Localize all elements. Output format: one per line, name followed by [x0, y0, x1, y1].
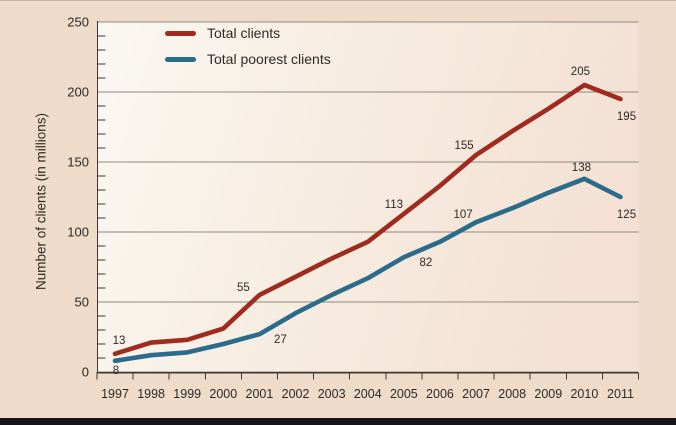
ytick-label-100: 100 — [67, 225, 89, 240]
xtick-label-2001: 2001 — [246, 387, 274, 401]
ytick-label-150: 150 — [67, 155, 89, 170]
plot-area — [97, 22, 639, 373]
ytick-label-200: 200 — [67, 85, 89, 100]
xtick-label-2003: 2003 — [318, 387, 346, 401]
legend-label-total-clients: Total clients — [207, 25, 281, 41]
data-line-total-clients — [112, 82, 623, 357]
point-label-2005-82: 82 — [419, 257, 432, 269]
bottom-border-bar — [0, 418, 676, 425]
point-label-2011-195: 195 — [617, 111, 636, 123]
total-clients-line-swatch — [165, 30, 196, 36]
xtick-label-1999: 1999 — [173, 387, 201, 401]
point-label-2010-205: 205 — [571, 66, 590, 78]
ytick-label-0: 0 — [82, 365, 89, 380]
xtick-label-2004: 2004 — [354, 387, 382, 401]
xtick-label-2005: 2005 — [390, 387, 418, 401]
point-label-2001-55: 55 — [237, 282, 250, 294]
legend-item-total-clients: Total clients — [165, 20, 331, 46]
xtick-label-1998: 1998 — [137, 387, 165, 401]
xtick-label-2010: 2010 — [570, 387, 598, 401]
xtick-label-2000: 2000 — [209, 387, 237, 401]
point-label-2005-113: 113 — [385, 199, 403, 211]
legend-item-total-poorest-clients: Total poorest clients — [165, 46, 331, 72]
xtick-label-1997: 1997 — [101, 387, 129, 401]
data-line-total-poorest-clients — [112, 176, 623, 364]
xtick-label-2009: 2009 — [534, 387, 562, 401]
point-label-2007-107: 107 — [453, 209, 472, 221]
point-label-1997-8: 8 — [113, 365, 119, 377]
total-poorest-clients-line-swatch — [165, 56, 196, 62]
y-axis-title: Number of clients (in millions) — [33, 112, 49, 290]
legend-label-total-poorest-clients: Total poorest clients — [207, 51, 331, 67]
xtick-label-2008: 2008 — [498, 387, 526, 401]
point-label-2011-125: 125 — [617, 209, 636, 221]
xtick-label-2006: 2006 — [426, 387, 454, 401]
point-label-2007-155: 155 — [454, 140, 473, 152]
point-label-2001-27: 27 — [274, 334, 287, 346]
ytick-label-50: 50 — [75, 295, 89, 310]
point-label-1997-13: 13 — [113, 335, 126, 347]
xtick-label-2002: 2002 — [282, 387, 310, 401]
ytick-label-250: 250 — [67, 15, 89, 30]
xtick-label-2011: 2011 — [607, 387, 634, 401]
chart-legend: Total clients Total poorest clients — [165, 20, 331, 72]
point-label-2010-138: 138 — [572, 162, 591, 174]
xtick-label-2007: 2007 — [462, 387, 490, 401]
